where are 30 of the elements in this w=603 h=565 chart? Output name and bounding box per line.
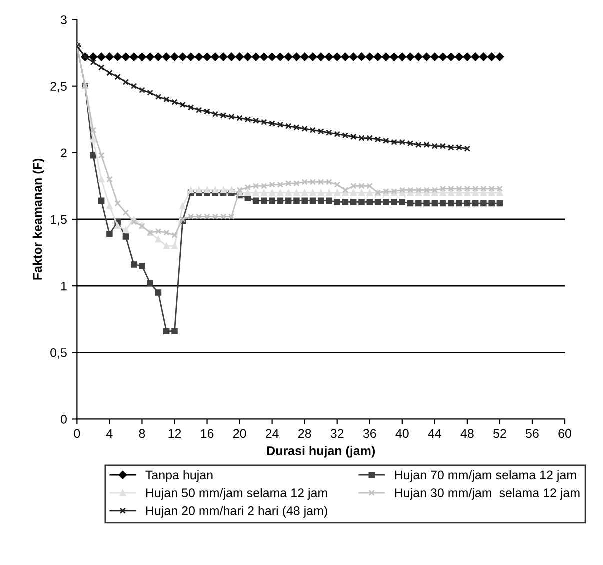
x-tick-label: 60 bbox=[558, 429, 572, 438]
x-tick-label: 20 bbox=[233, 429, 246, 438]
legend-label: Hujan 50 mm/jam selama 12 jam bbox=[146, 488, 328, 500]
x-tick-label: 4 bbox=[106, 429, 113, 438]
x-tick-label: 16 bbox=[201, 429, 214, 438]
x-tick-label: 56 bbox=[526, 429, 539, 438]
y-tick-label: 2,5 bbox=[50, 82, 67, 92]
x-tick-label: 48 bbox=[460, 429, 474, 438]
x-axis-title: Durasi hujan (jam) bbox=[267, 446, 375, 458]
legend-label: Hujan 20 mm/hari 2 hari (48 jam) bbox=[146, 506, 328, 518]
x-tick-label: 52 bbox=[494, 429, 506, 438]
x-tick-label: 36 bbox=[363, 429, 376, 438]
y-tick-label: 0 bbox=[61, 415, 67, 424]
x-tick-label: 12 bbox=[168, 429, 182, 438]
y-tick-label: 1 bbox=[61, 282, 67, 291]
legend-label: Hujan 70 mm/jam selama 12 jam bbox=[395, 470, 576, 482]
y-tick-label: 1,5 bbox=[51, 215, 67, 226]
x-tick-label: 40 bbox=[396, 429, 409, 438]
x-tick-label: 24 bbox=[266, 429, 279, 438]
legend-label: Tanpa hujan bbox=[146, 470, 213, 482]
y-tick-label: 0,5 bbox=[50, 348, 67, 359]
y-tick-label: 3 bbox=[60, 16, 67, 24]
x-tick-label: 8 bbox=[139, 429, 146, 438]
legend-label: Hujan 30 mm/jam selama 12 jam bbox=[395, 488, 580, 500]
x-tick-label: 28 bbox=[298, 429, 312, 438]
x-tick-label: 44 bbox=[428, 429, 442, 438]
y-tick-label: 2 bbox=[61, 148, 67, 158]
x-tick-label: 32 bbox=[330, 429, 344, 438]
x-tick-label: 0 bbox=[74, 429, 80, 438]
y-axis-title: Faktor keamanan (F) bbox=[32, 158, 45, 280]
